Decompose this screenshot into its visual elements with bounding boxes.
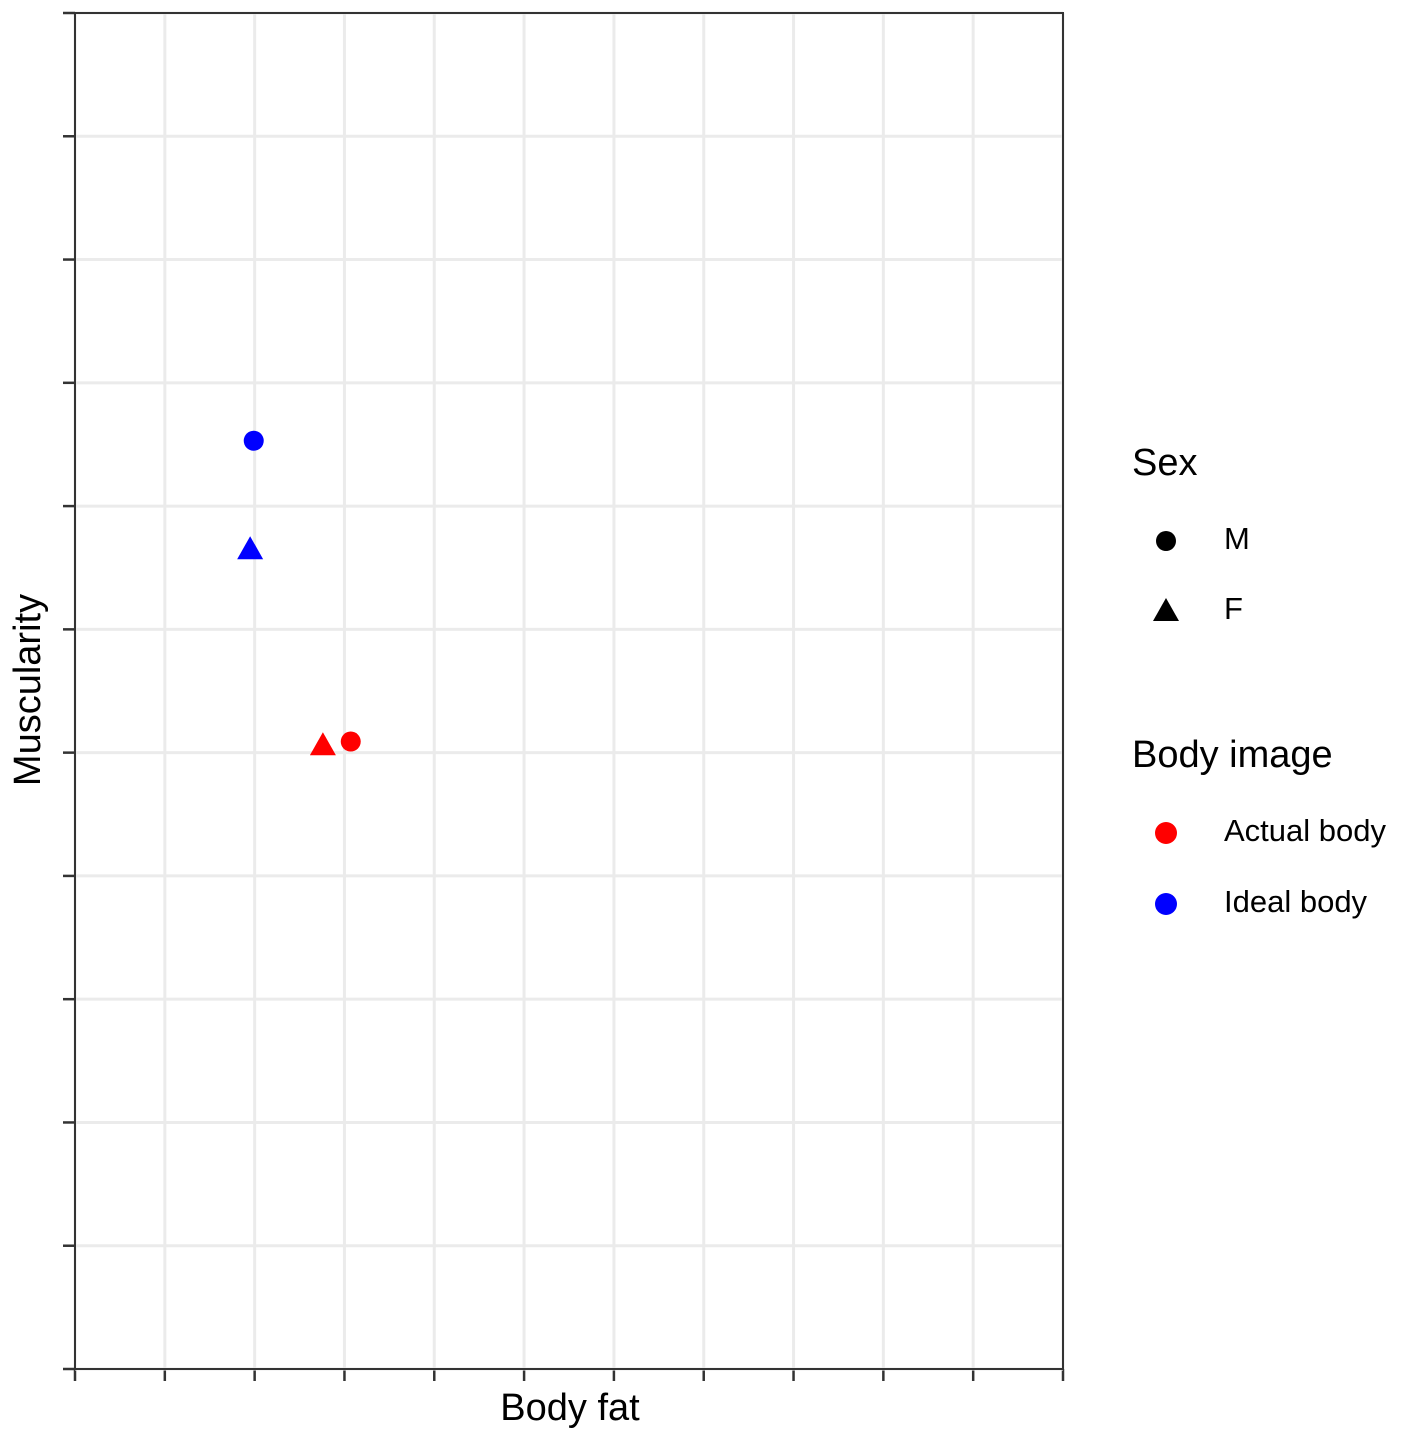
point: [243, 430, 264, 451]
legend-label: M: [1224, 521, 1250, 556]
legend-title: Sex: [1132, 442, 1197, 484]
point: [340, 731, 361, 752]
panel-border: [74, 12, 1064, 1370]
legend-label: F: [1224, 591, 1243, 626]
legend-key: [1155, 893, 1177, 915]
legend-key: [1153, 598, 1179, 621]
legend-label: Actual body: [1224, 813, 1386, 848]
x-axis-label: Body fat: [500, 1387, 640, 1429]
point: [309, 732, 336, 756]
legend-label: Ideal body: [1224, 884, 1368, 919]
point: [237, 536, 264, 560]
legend-key: [1155, 822, 1177, 844]
y-axis-label: Muscularity: [7, 594, 49, 786]
legend-title: Body image: [1132, 734, 1333, 776]
legend-key: [1156, 531, 1176, 551]
